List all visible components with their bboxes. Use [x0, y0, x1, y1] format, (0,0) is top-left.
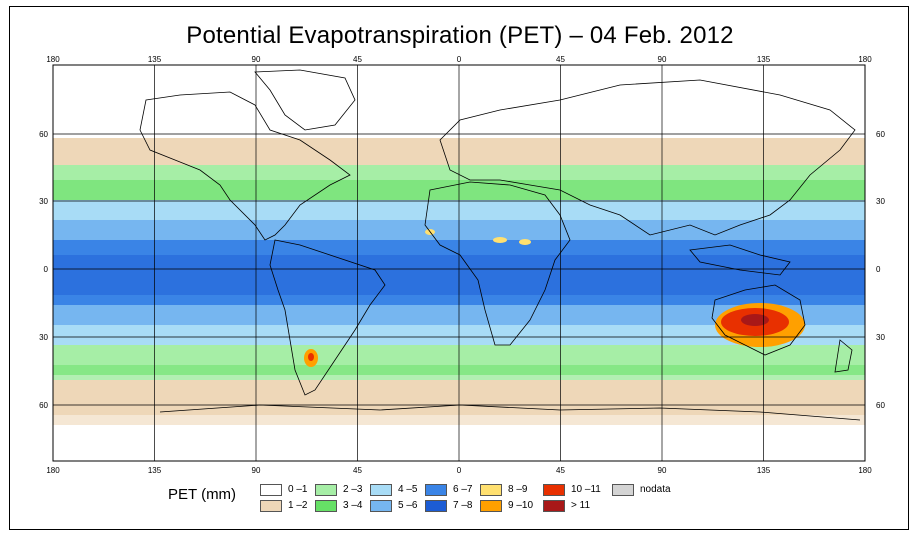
legend-swatch	[612, 484, 634, 496]
coastlines	[139, 69, 861, 421]
map-border	[52, 64, 866, 462]
figure-frame	[9, 6, 909, 530]
lon-label: 180	[858, 55, 872, 64]
lat-label: 0	[876, 265, 881, 274]
lat-label: 0	[44, 265, 49, 274]
legend-label: 6 –7	[453, 484, 473, 495]
lat-label: 30	[39, 333, 48, 342]
lon-label: 135	[757, 466, 771, 475]
lon-label: 180	[46, 55, 60, 64]
legend-label: 4 –5	[398, 484, 418, 495]
legend-label: 8 –9	[508, 484, 528, 495]
legend-label: nodata	[640, 484, 671, 495]
legend-swatch	[543, 500, 565, 512]
lon-label: 180	[858, 466, 872, 475]
legend-label: 2 –3	[343, 484, 363, 495]
legend-swatch	[480, 484, 502, 496]
legend-label: 1 –2	[288, 500, 308, 511]
legend-label: 7 –8	[453, 500, 473, 511]
legend-swatch	[260, 500, 282, 512]
legend-swatch	[370, 500, 392, 512]
lon-label: 45	[353, 466, 362, 475]
lon-label: 135	[757, 55, 771, 64]
map-title: Potential Evapotranspiration (PET) – 04 …	[186, 22, 734, 49]
lat-label: 30	[876, 333, 885, 342]
lon-label: 90	[252, 466, 261, 475]
legend-swatch	[315, 484, 337, 496]
legend-title: PET (mm)	[168, 486, 237, 503]
lon-label: 135	[148, 55, 162, 64]
legend-swatch	[425, 500, 447, 512]
legend-label: 10 –11	[571, 484, 601, 495]
lon-label: 45	[353, 55, 362, 64]
lat-label: 60	[39, 130, 48, 139]
legend-swatch	[315, 500, 337, 512]
lat-label: 30	[39, 197, 48, 206]
legend-label: 3 –4	[343, 500, 363, 511]
lat-labels-left: 60 30 0 30 60	[39, 130, 48, 410]
legend-swatch	[480, 500, 502, 512]
legend-swatch	[425, 484, 447, 496]
lat-label: 60	[39, 401, 48, 410]
lon-label: 90	[658, 466, 667, 475]
legend-label: 0 –1	[288, 484, 308, 495]
graticule	[53, 65, 865, 461]
legend-label: 5 –6	[398, 500, 418, 511]
lon-labels-bottom: 180 135 90 45 0 45 90 135 180	[46, 466, 872, 475]
legend-label: > 11	[571, 500, 590, 511]
legend-swatch	[370, 484, 392, 496]
legend-label: 9 –10	[508, 500, 534, 511]
lat-label: 60	[876, 401, 885, 410]
lon-label: 45	[556, 55, 565, 64]
lat-label: 30	[876, 197, 885, 206]
lon-labels-top: 180 135 90 45 0 45 90 135 180	[46, 55, 872, 64]
lon-label: 0	[457, 466, 462, 475]
legend-swatch	[260, 484, 282, 496]
lon-label: 45	[556, 466, 565, 475]
lon-label: 90	[252, 55, 261, 64]
lat-labels-right: 60 30 0 30 60	[876, 130, 885, 410]
legend-swatch	[543, 484, 565, 496]
lon-label: 180	[46, 466, 60, 475]
lon-label: 0	[457, 55, 462, 64]
lon-label: 90	[658, 55, 667, 64]
lat-label: 60	[876, 130, 885, 139]
lon-label: 135	[148, 466, 162, 475]
